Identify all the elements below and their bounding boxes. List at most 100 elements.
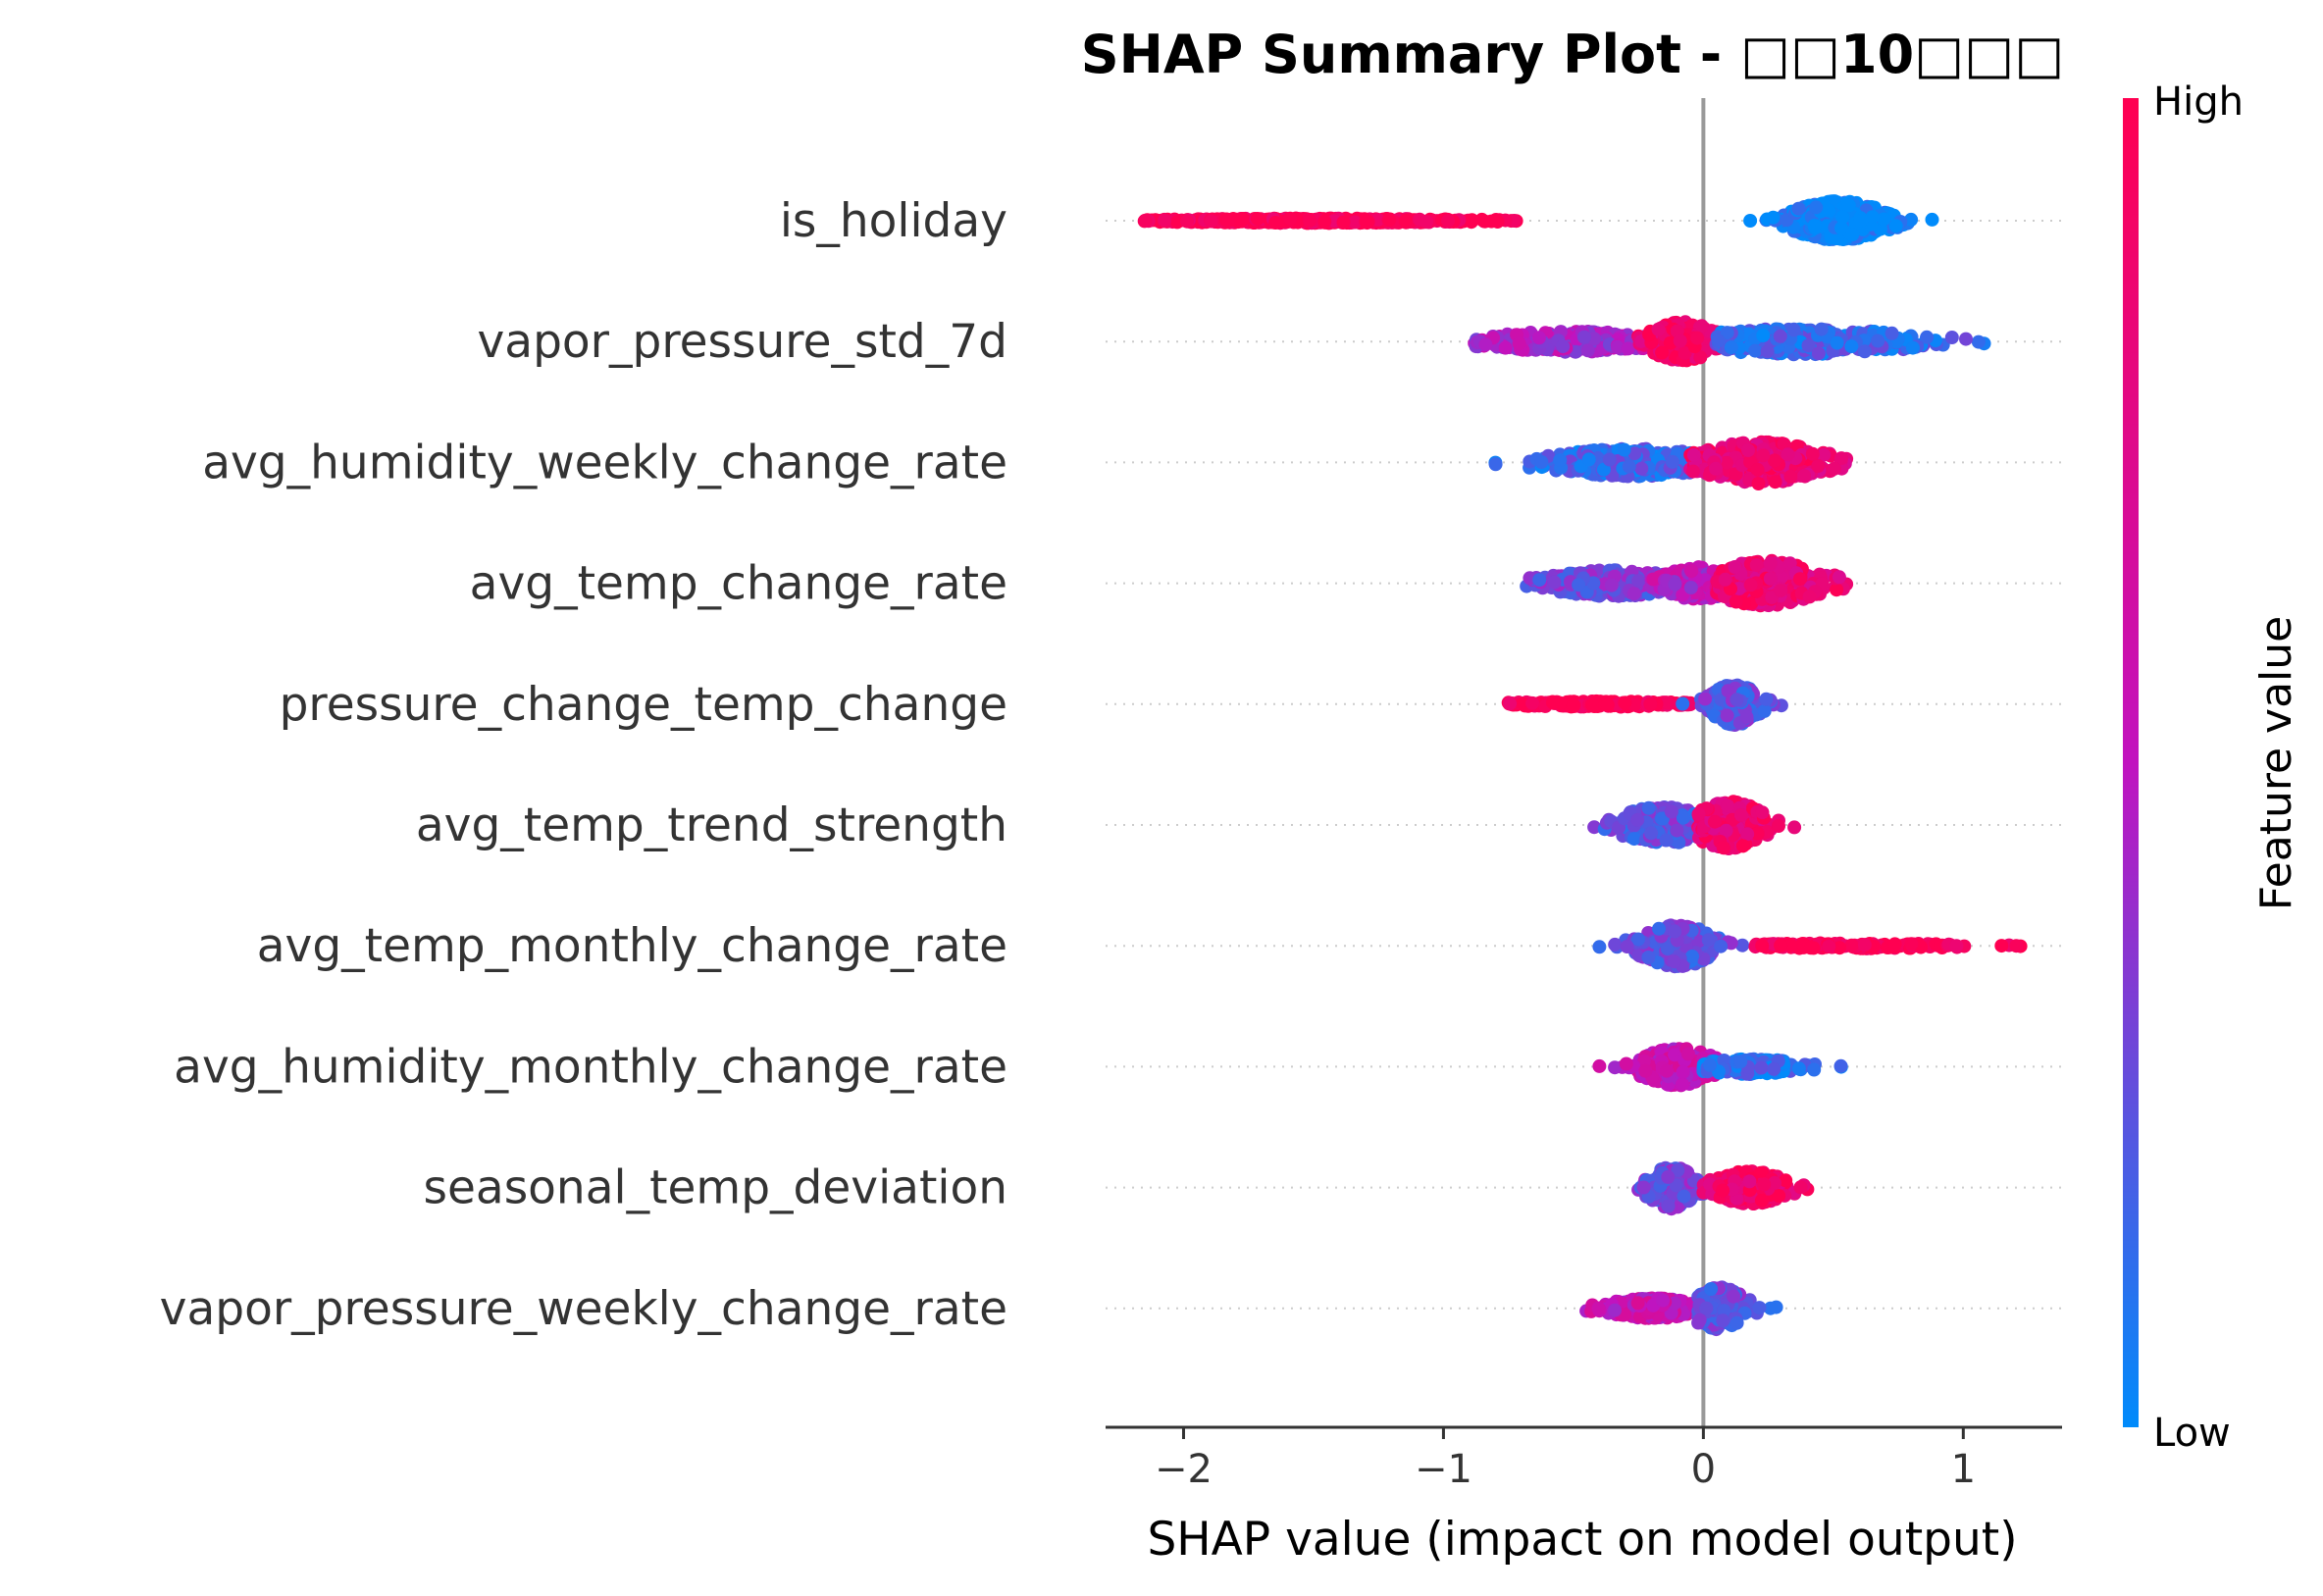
- shap-point: [1513, 336, 1526, 350]
- shap-point: [1630, 813, 1644, 827]
- shap-point: [1221, 213, 1235, 227]
- shap-point: [1623, 460, 1636, 474]
- shap-point: [1572, 578, 1585, 592]
- shap-point: [1668, 925, 1681, 939]
- shap-point: [1420, 215, 1433, 229]
- shap-point: [1721, 799, 1734, 813]
- shap-point: [1676, 697, 1689, 711]
- shap-point: [1877, 213, 1890, 227]
- shap-point: [1783, 470, 1797, 484]
- shap-point: [1712, 334, 1726, 347]
- shap-point: [1759, 693, 1773, 706]
- shap-point: [1251, 212, 1265, 226]
- shap-point: [1844, 339, 1858, 353]
- shap-point: [1687, 448, 1701, 462]
- feature-label: avg_temp_change_rate: [470, 557, 1007, 611]
- shap-point: [1382, 213, 1396, 227]
- shap-point: [1674, 335, 1687, 348]
- shap-point: [1620, 1057, 1633, 1071]
- shap-point: [1709, 462, 1723, 476]
- shap-point: [1736, 839, 1750, 852]
- shap-point: [1729, 595, 1743, 609]
- shap-point: [1774, 584, 1787, 597]
- shap-point: [1677, 1065, 1690, 1079]
- feature-labels: is_holidayvapor_pressure_std_7davg_humid…: [160, 194, 1007, 1336]
- shap-point: [1695, 319, 1709, 333]
- shap-point: [1755, 1061, 1769, 1075]
- shap-point: [1703, 1058, 1717, 1072]
- shap-point: [1681, 1047, 1695, 1060]
- shap-point: [1660, 1064, 1674, 1078]
- shap-point: [1803, 590, 1817, 603]
- shap-point: [1733, 1055, 1747, 1068]
- shap-point: [1158, 214, 1171, 228]
- shap-point: [1774, 330, 1787, 343]
- shap-point: [1740, 827, 1754, 841]
- shap-point: [1708, 815, 1722, 829]
- shap-point: [1337, 216, 1351, 230]
- shap-point: [1743, 214, 1757, 228]
- shap-point: [1812, 346, 1826, 360]
- shap-point: [1662, 1200, 1676, 1213]
- shap-point: [1441, 214, 1455, 228]
- shap-point: [1719, 573, 1732, 587]
- shap-point: [1643, 697, 1657, 711]
- shap-point: [1702, 933, 1716, 947]
- shap-point: [1303, 214, 1316, 228]
- shap-point: [1668, 578, 1681, 592]
- shap-point: [1994, 939, 2008, 952]
- feature-label: seasonal_temp_deviation: [423, 1161, 1007, 1215]
- shap-point: [1906, 341, 1920, 355]
- chart-title: SHAP Summary Plot - □□10□□□: [1081, 24, 2064, 85]
- shap-point: [1317, 215, 1331, 229]
- shap-point: [2009, 939, 2023, 952]
- shap-point: [1605, 579, 1619, 592]
- shap-point: [1399, 214, 1413, 228]
- shap-point: [1670, 824, 1683, 838]
- shap-point: [1767, 1062, 1781, 1076]
- shap-point: [1585, 698, 1599, 712]
- shap-point: [1769, 475, 1782, 489]
- shap-point: [1822, 940, 1835, 953]
- shap-point: [1792, 1061, 1806, 1075]
- shap-point: [1791, 202, 1805, 216]
- shap-point: [1834, 1059, 1848, 1073]
- shap-point: [1833, 570, 1846, 584]
- shap-point: [1698, 692, 1712, 705]
- shap-point: [1601, 698, 1615, 712]
- shap-point: [1756, 448, 1770, 462]
- shap-point: [1793, 572, 1807, 586]
- shap-point: [1665, 805, 1678, 819]
- feature-label: vapor_pressure_weekly_change_rate: [160, 1282, 1007, 1336]
- shap-point: [1359, 215, 1372, 229]
- shap-point: [1546, 695, 1560, 709]
- shap-point: [1835, 210, 1849, 224]
- shap-point: [1668, 954, 1681, 968]
- shap-point: [1618, 695, 1631, 709]
- feature-label: is_holiday: [780, 194, 1007, 248]
- shap-point: [1491, 215, 1505, 229]
- shap-point: [1806, 447, 1820, 461]
- shap-point: [1904, 937, 1918, 951]
- shap-point: [1690, 332, 1704, 345]
- shap-point: [1807, 1063, 1821, 1077]
- shap-point: [1676, 1077, 1689, 1091]
- shap-point: [1652, 323, 1666, 336]
- shap-point: [1236, 212, 1250, 226]
- shap-point: [1888, 937, 1902, 951]
- shap-point: [1858, 938, 1872, 952]
- shap-point: [1631, 933, 1645, 947]
- shap-point: [1781, 447, 1795, 461]
- shap-point: [1692, 807, 1706, 821]
- shap-point: [1926, 213, 1939, 227]
- shap-point: [1945, 331, 1959, 344]
- shap-point: [1634, 462, 1648, 476]
- shap-point: [1844, 939, 1858, 952]
- shap-point: [1641, 951, 1655, 964]
- shap-point: [1741, 443, 1755, 457]
- shap-point: [1627, 587, 1641, 600]
- shap-point: [1283, 212, 1297, 226]
- shap-point: [1666, 455, 1679, 469]
- shap-point: [1603, 453, 1617, 467]
- shap-point: [1787, 820, 1801, 834]
